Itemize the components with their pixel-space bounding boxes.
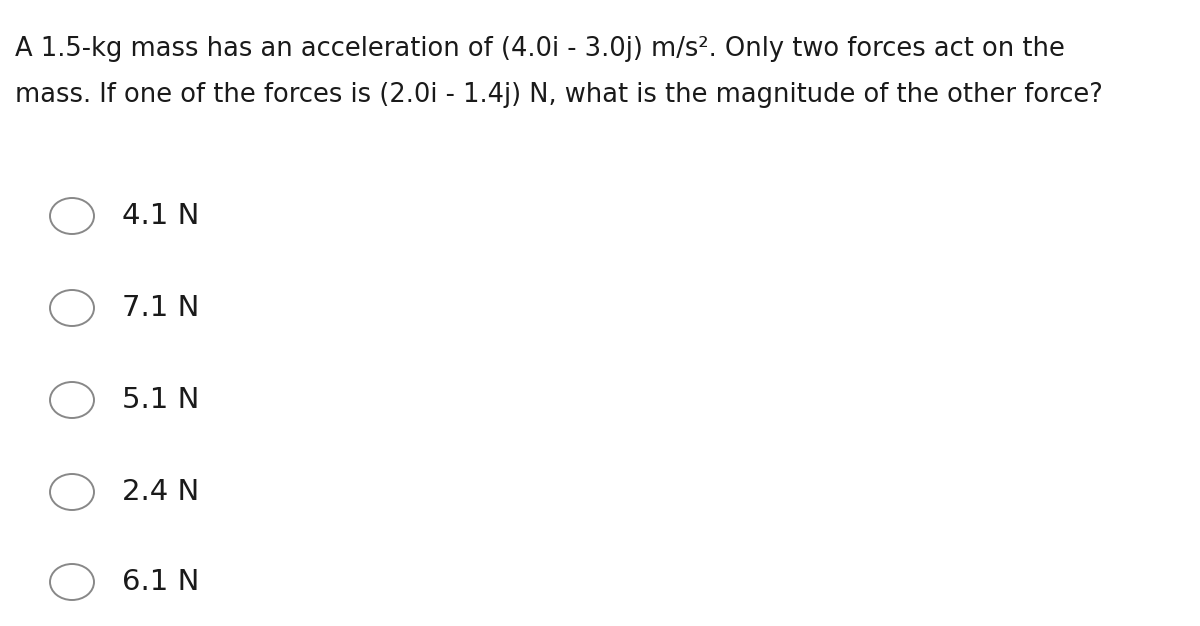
Text: A 1.5-kg mass has an acceleration of (4.0i - 3.0j) m/s². Only two forces act on : A 1.5-kg mass has an acceleration of (4.… bbox=[14, 36, 1064, 62]
Text: mass. If one of the forces is (2.0i - 1.4j) N, what is the magnitude of the othe: mass. If one of the forces is (2.0i - 1.… bbox=[14, 82, 1103, 108]
Text: 6.1 N: 6.1 N bbox=[122, 568, 199, 596]
Text: 4.1 N: 4.1 N bbox=[122, 202, 199, 230]
Text: 5.1 N: 5.1 N bbox=[122, 386, 199, 414]
Text: 2.4 N: 2.4 N bbox=[122, 478, 199, 506]
Text: 7.1 N: 7.1 N bbox=[122, 294, 199, 322]
